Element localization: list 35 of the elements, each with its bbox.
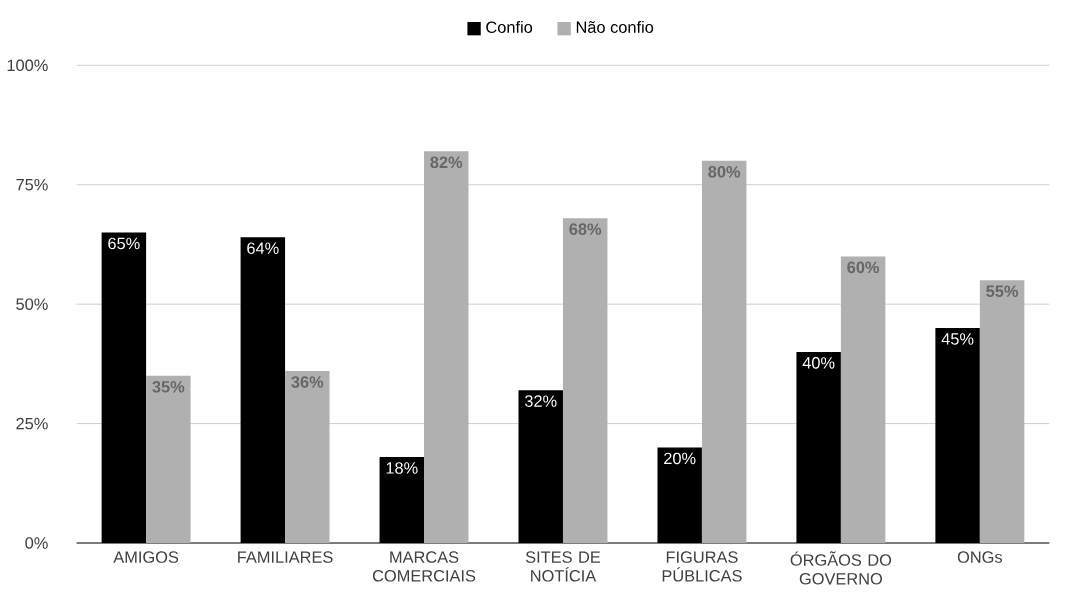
y-tick-label: 75% [16,179,48,191]
bar [701,160,747,544]
x-tick-label: ÓRGÃOS DO GOVERNO [790,551,892,585]
data-label: 60% [847,261,880,274]
x-tick-label: SITES DE NOTÍCIA [525,551,601,582]
x-tick-label: FAMILIARES [238,551,333,563]
data-label: 36% [291,376,324,388]
data-label: 40% [802,357,835,369]
x-tick-label: FIGURAS PÚBLICAS [662,551,742,582]
data-label: 32% [524,395,557,407]
legend-label: Confio [486,21,533,34]
bar [562,218,608,544]
data-label: 35% [152,381,185,393]
x-tick-label: AMIGOS [113,551,179,563]
x-tick-label: ONGs [957,551,1003,563]
y-tick-label: 0% [25,537,48,549]
bar [146,375,191,544]
y-tick-label: 100% [7,59,48,72]
data-label: 80% [708,166,741,178]
data-label: 55% [986,285,1019,297]
data-label: 64% [247,242,279,255]
y-tick-label: 50% [16,298,48,310]
y-tick-label: 25% [16,417,48,430]
legend-label: Não confio [576,21,654,34]
bar [979,280,1025,544]
bar [840,256,886,544]
data-label: 18% [386,462,418,474]
data-label: 45% [941,333,974,345]
bar [424,151,469,544]
data-label: 68% [569,223,602,235]
data-label: 65% [108,237,140,250]
data-label: 82% [430,156,463,169]
data-label: 20% [664,452,696,465]
bar [285,371,330,544]
x-tick-label: MARCAS COMERCIAIS [372,551,476,582]
